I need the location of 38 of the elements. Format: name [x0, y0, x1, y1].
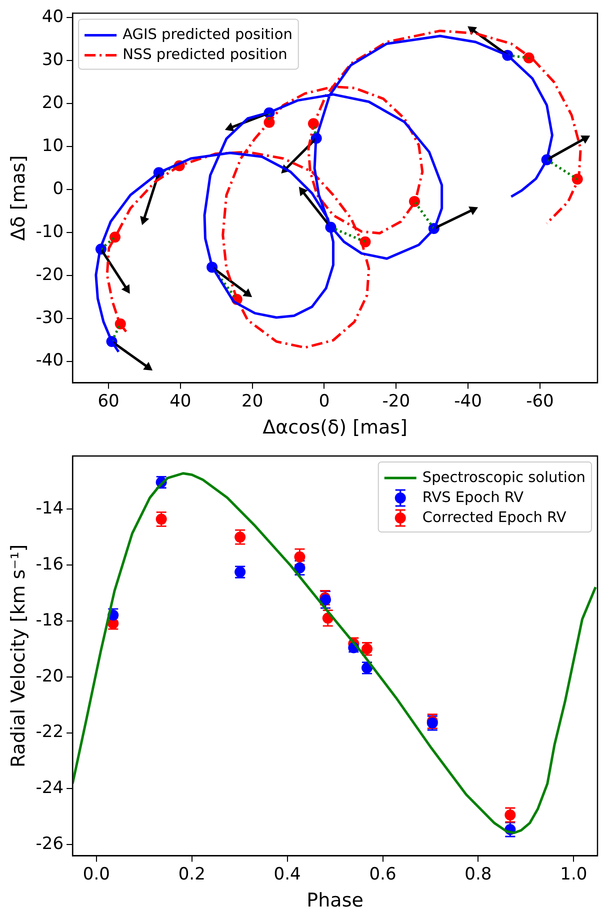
- y-tick-label: 30: [42, 50, 64, 70]
- x-tick-label: 40: [170, 391, 192, 412]
- y-tick-label: -22: [36, 722, 64, 742]
- y-tick-label: -40: [36, 350, 64, 371]
- x-tick-label: 1.0: [560, 864, 588, 884]
- y-tick-label: 0: [52, 178, 64, 199]
- legend-label: RVS Epoch RV: [422, 490, 524, 506]
- x-tick-label: 0.2: [178, 864, 206, 884]
- y-tick-label: -26: [36, 834, 64, 854]
- y-axis-title: Δδ [mas]: [7, 155, 30, 241]
- y-tick-label: -14: [36, 498, 64, 519]
- x-tick-label: -40: [454, 391, 482, 412]
- y-tick-label: -20: [36, 264, 64, 285]
- x-axis-title: Phase: [306, 890, 364, 912]
- x-tick-label: -20: [382, 391, 410, 412]
- x-axis-title: Δαcos(δ) [mas]: [262, 416, 408, 439]
- y-tick-label: 20: [42, 92, 64, 113]
- x-tick-label: 0.6: [369, 864, 396, 884]
- x-tick-label: 20: [242, 391, 264, 412]
- x-tick-label: 0.4: [274, 864, 301, 884]
- y-tick-label: -10: [36, 222, 64, 242]
- legend-label: NSS predicted position: [122, 46, 288, 63]
- x-tick-label: 0.0: [82, 864, 110, 884]
- x-tick-label: 0.8: [464, 864, 492, 884]
- y-tick-label: 10: [42, 136, 64, 156]
- x-tick-label: 60: [98, 391, 120, 412]
- y-tick-label: -20: [36, 666, 64, 686]
- x-tick-label: -60: [526, 391, 554, 412]
- y-tick-label: -16: [36, 554, 64, 574]
- legend-label: AGIS predicted position: [122, 26, 292, 43]
- y-tick-label: -24: [36, 778, 64, 798]
- y-tick-label: -30: [36, 308, 64, 328]
- y-axis-title: Radial Velocity [km s⁻¹]: [7, 544, 30, 768]
- legend-label: Corrected Epoch RV: [422, 510, 566, 526]
- x-tick-label: 0: [318, 391, 330, 412]
- y-tick-label: 40: [42, 6, 64, 27]
- y-tick-label: -18: [36, 610, 64, 630]
- legend-label: Spectroscopic solution: [422, 470, 586, 486]
